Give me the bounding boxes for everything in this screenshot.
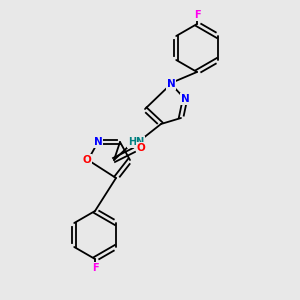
Text: F: F [194,10,200,20]
Text: F: F [92,263,98,273]
Text: N: N [94,137,102,147]
Text: HN: HN [128,137,144,147]
Text: O: O [136,143,146,153]
Text: N: N [181,94,189,104]
Text: O: O [82,155,91,165]
Text: N: N [167,79,176,89]
